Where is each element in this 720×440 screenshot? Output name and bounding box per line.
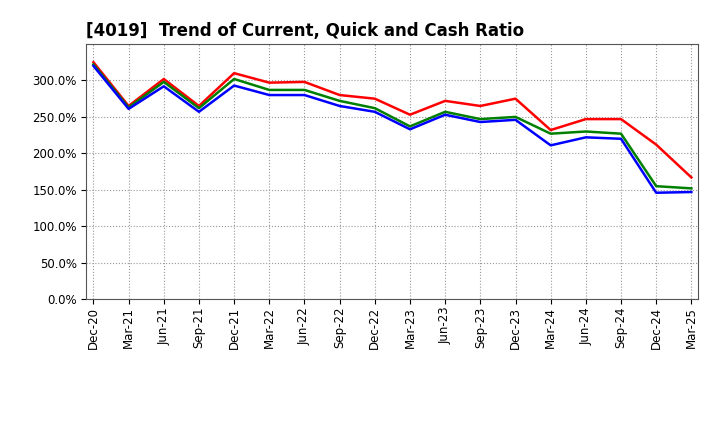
Cash Ratio	[476, 119, 485, 125]
Current Ratio	[687, 175, 696, 180]
Cash Ratio	[511, 117, 520, 122]
Current Ratio	[582, 117, 590, 122]
Cash Ratio	[300, 92, 309, 98]
Legend: Current Ratio, Quick Ratio, Cash Ratio: Current Ratio, Quick Ratio, Cash Ratio	[177, 439, 608, 440]
Quick Ratio	[371, 106, 379, 111]
Current Ratio	[546, 128, 555, 133]
Cash Ratio	[652, 190, 660, 195]
Current Ratio	[371, 96, 379, 101]
Cash Ratio	[194, 109, 203, 114]
Quick Ratio	[582, 129, 590, 134]
Cash Ratio	[336, 103, 344, 109]
Cash Ratio	[159, 84, 168, 89]
Quick Ratio	[230, 77, 238, 82]
Cash Ratio	[371, 109, 379, 114]
Line: Quick Ratio: Quick Ratio	[94, 64, 691, 188]
Current Ratio	[617, 117, 626, 122]
Cash Ratio	[125, 106, 133, 111]
Quick Ratio	[546, 131, 555, 136]
Cash Ratio	[687, 189, 696, 194]
Current Ratio	[125, 103, 133, 109]
Quick Ratio	[194, 106, 203, 111]
Current Ratio	[230, 70, 238, 76]
Quick Ratio	[125, 105, 133, 110]
Quick Ratio	[687, 186, 696, 191]
Quick Ratio	[511, 114, 520, 120]
Line: Cash Ratio: Cash Ratio	[94, 66, 691, 193]
Quick Ratio	[265, 87, 274, 92]
Line: Current Ratio: Current Ratio	[94, 62, 691, 177]
Current Ratio	[89, 59, 98, 65]
Current Ratio	[511, 96, 520, 101]
Quick Ratio	[159, 79, 168, 84]
Current Ratio	[441, 98, 449, 103]
Quick Ratio	[336, 98, 344, 103]
Quick Ratio	[300, 87, 309, 92]
Cash Ratio	[230, 83, 238, 88]
Current Ratio	[194, 103, 203, 109]
Current Ratio	[652, 142, 660, 147]
Cash Ratio	[617, 136, 626, 141]
Cash Ratio	[89, 63, 98, 69]
Text: [4019]  Trend of Current, Quick and Cash Ratio: [4019] Trend of Current, Quick and Cash …	[86, 22, 525, 40]
Cash Ratio	[441, 112, 449, 117]
Quick Ratio	[89, 62, 98, 67]
Quick Ratio	[405, 124, 414, 129]
Quick Ratio	[617, 131, 626, 136]
Quick Ratio	[476, 117, 485, 122]
Current Ratio	[300, 79, 309, 84]
Current Ratio	[159, 77, 168, 82]
Current Ratio	[405, 112, 414, 117]
Cash Ratio	[265, 92, 274, 98]
Quick Ratio	[652, 183, 660, 189]
Cash Ratio	[405, 127, 414, 132]
Cash Ratio	[582, 135, 590, 140]
Current Ratio	[265, 80, 274, 85]
Quick Ratio	[441, 109, 449, 114]
Current Ratio	[476, 103, 485, 109]
Cash Ratio	[546, 143, 555, 148]
Current Ratio	[336, 92, 344, 98]
